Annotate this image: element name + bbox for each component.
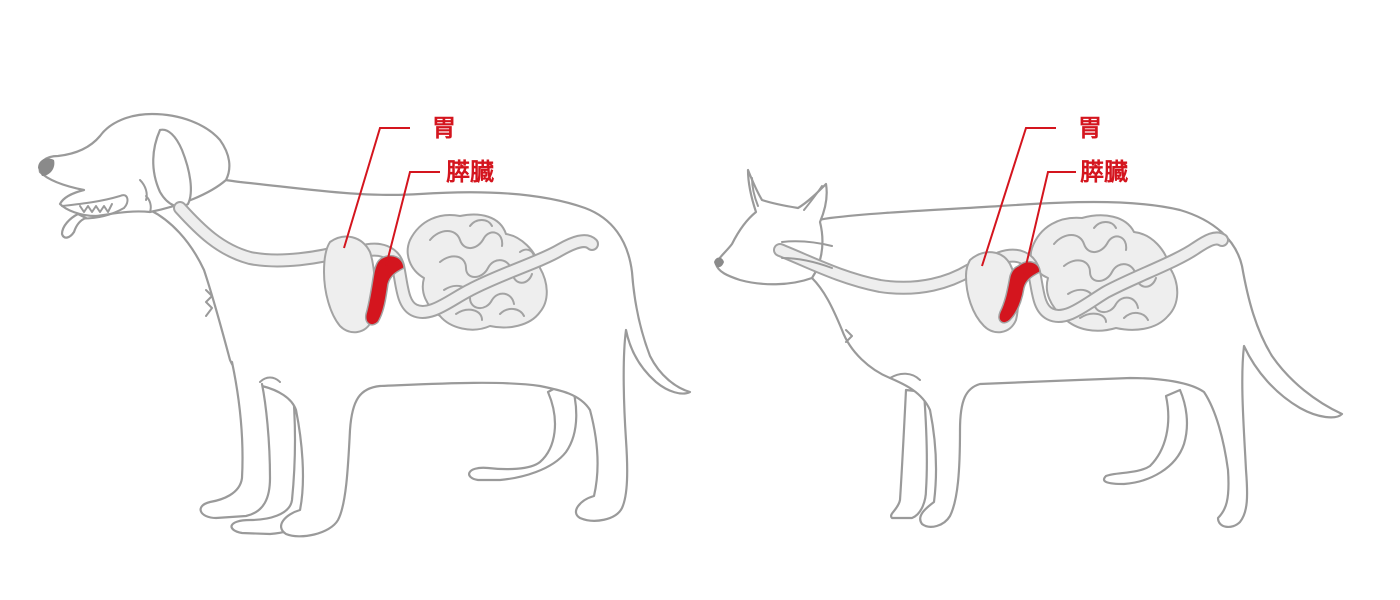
cat-intestine-coils (1053, 221, 1157, 323)
cat-pancreas-leader (1023, 171, 1076, 275)
cat-intestines (1029, 214, 1179, 332)
cat-chest-fur (845, 329, 921, 381)
cat-nose (714, 257, 724, 268)
cat-stomach-leader (981, 127, 1056, 267)
dog-far-hind-leg (468, 378, 578, 482)
dog-nose (38, 158, 55, 176)
cat-pancreas-label: 膵臓 (1080, 158, 1128, 186)
cat-whiskers (781, 240, 833, 269)
dog-stomach-label: 胃 (432, 114, 456, 142)
cat-far-front-leg (890, 388, 928, 520)
dog-stomach-leader (343, 127, 410, 249)
dog-teeth (79, 203, 113, 213)
dog-pancreas (364, 254, 405, 326)
dog-body (140, 173, 692, 538)
dog-neck-fur (139, 179, 152, 213)
dog-tongue (60, 212, 88, 239)
dog-front-leg (199, 360, 272, 520)
dog-esophagus (175, 203, 351, 266)
dog-pancreas-label: 膵臓 (446, 158, 494, 186)
dog-intestine-coils (429, 219, 536, 321)
dog-pancreas-leader (385, 171, 440, 267)
cat-pancreas (998, 261, 1041, 324)
cat-far-hind-leg (1102, 388, 1189, 486)
dog-illustration: 胃 膵臓 (38, 112, 692, 538)
dog-stomach (323, 235, 376, 334)
cat-stomach-label: 胃 (1078, 114, 1102, 142)
cat-illustration: 胃 膵臓 (714, 114, 1344, 528)
dog-chest-fur (205, 289, 281, 383)
cat-inner-ear (751, 177, 823, 211)
dog-ear (152, 128, 192, 208)
dog-mouth (61, 194, 129, 220)
